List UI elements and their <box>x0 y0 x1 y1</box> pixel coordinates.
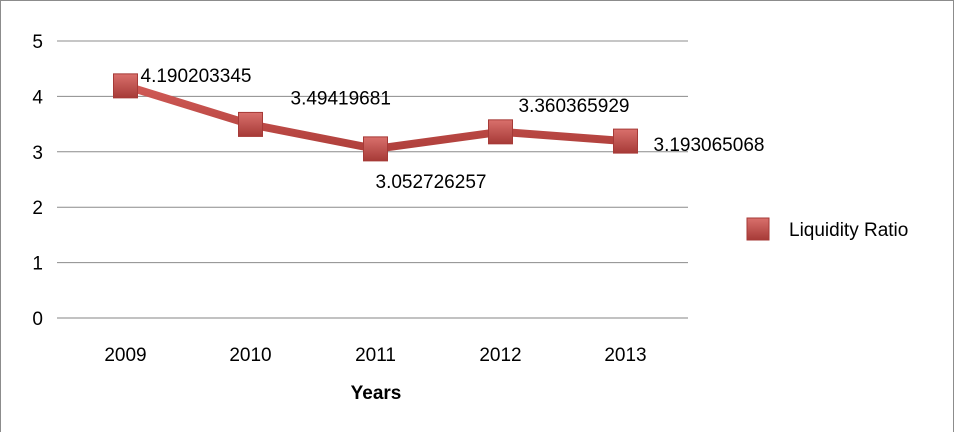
y-tick-label: 3 <box>32 143 43 164</box>
data-label: 3.052726257 <box>376 172 487 193</box>
legend-marker-swatch <box>746 217 770 241</box>
y-tick-label: 5 <box>32 32 43 53</box>
y-tick-label: 0 <box>32 309 43 330</box>
data-label: 3.360365929 <box>519 96 630 117</box>
x-axis-ticks: 2009 2010 2011 2012 2013 <box>104 345 646 366</box>
y-tick-label: 4 <box>32 87 43 108</box>
data-point-marker <box>613 128 638 154</box>
y-tick-label: 2 <box>32 198 43 219</box>
y-tick-label: 1 <box>32 254 43 275</box>
y-axis-ticks: 0 1 2 3 4 5 <box>32 32 43 330</box>
x-tick-label: 2010 <box>229 345 271 366</box>
x-axis-title: Years <box>351 383 402 404</box>
legend: Liquidity Ratio <box>724 217 908 241</box>
x-tick-label: 2011 <box>355 345 396 366</box>
data-label: 4.190203345 <box>141 66 252 87</box>
data-label: 3.49419681 <box>291 88 391 109</box>
x-tick-label: 2009 <box>104 345 146 366</box>
data-label: 3.193065068 <box>654 135 765 156</box>
data-point-marker <box>488 119 513 145</box>
x-tick-label: 2012 <box>479 345 521 366</box>
data-point-marker <box>238 111 263 137</box>
legend-label: Liquidity Ratio <box>789 220 908 241</box>
x-tick-label: 2013 <box>604 345 646 366</box>
series-liquidity-ratio <box>113 73 638 162</box>
data-labels: 4.190203345 3.49419681 3.052726257 3.360365… <box>141 66 765 193</box>
data-point-marker <box>363 136 388 162</box>
data-point-marker <box>113 73 138 99</box>
